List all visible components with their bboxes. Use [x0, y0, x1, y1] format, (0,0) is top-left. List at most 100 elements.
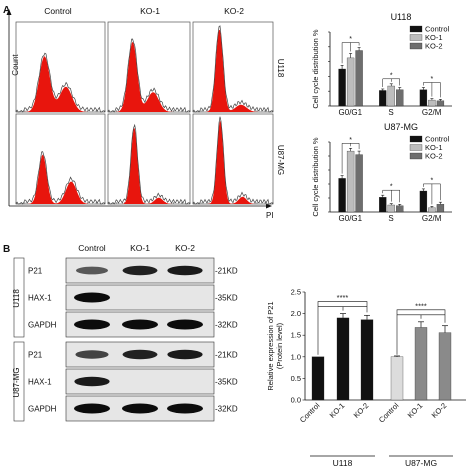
flow-histogram-grid [15, 21, 274, 205]
legend-label: KO-1 [425, 143, 443, 152]
cell-cycle-chart-u118: U118 Cell cycle distribution % G0/G1 * S * G2/… [311, 12, 452, 117]
size-label: -21KD [215, 267, 238, 276]
bar [387, 85, 395, 107]
size-label: -21KD [215, 351, 238, 360]
x-tick-label: KO-1 [328, 401, 347, 420]
flow-histogram-outline [107, 123, 191, 205]
protein-label: HAX-1 [28, 378, 52, 387]
bar [436, 100, 445, 107]
panel-a-label: A [3, 5, 10, 16]
bar [396, 89, 404, 107]
flow-row-u118: U118 [276, 59, 285, 78]
significance-label: * [390, 184, 393, 191]
bar [336, 317, 350, 401]
legend-swatch [409, 152, 423, 160]
bar [396, 205, 404, 213]
wb-col-control: Control [78, 243, 106, 253]
x-tick-label: G0/G1 [339, 214, 363, 223]
flow-col-ko1: KO-1 [140, 6, 160, 16]
flow-col-ko2: KO-2 [224, 6, 244, 16]
size-label: -35KD [215, 294, 238, 303]
group-bracket [13, 341, 25, 422]
protein-band [122, 265, 158, 276]
bar [436, 204, 445, 213]
size-label: -35KD [215, 378, 238, 387]
protein-label: P21 [28, 351, 43, 360]
y-axis-label: Cell cycle distribution % [311, 137, 320, 217]
flow-histogram-frame [107, 113, 191, 205]
x-tick-label: S [388, 108, 393, 117]
group-label: U118 [333, 458, 353, 468]
panel-b-label: B [3, 244, 10, 255]
bar [379, 197, 387, 213]
protein-band [74, 376, 110, 387]
protein-band [75, 350, 109, 359]
protein-band [74, 403, 110, 414]
protein-band [74, 292, 110, 303]
x-tick-label: KO-2 [352, 401, 371, 420]
protein-band [167, 349, 203, 360]
bar [346, 150, 355, 213]
y-tick-label: 2.0 [291, 309, 301, 318]
x-tick-label: Control [377, 401, 401, 425]
significance-bracket [396, 309, 446, 355]
bar [428, 207, 436, 213]
bar [360, 319, 374, 401]
protein-label: GAPDH [28, 405, 57, 414]
protein-band [122, 349, 158, 360]
legend-swatch [409, 25, 423, 33]
y-tick-label: 0.0 [291, 396, 301, 405]
group-label: U87-MG [405, 458, 437, 468]
x-tick-label: G0/G1 [339, 108, 363, 117]
bar [311, 356, 325, 401]
significance-label: * [390, 72, 393, 79]
protein-band [167, 403, 203, 414]
bar [338, 178, 346, 213]
western-blot-rows: P21 -21KD HAX-1 -35KD GAPDH -32KD U118 P21 -21KD… [12, 257, 238, 422]
y-tick-label: 1.0 [291, 352, 301, 361]
legend-swatch [409, 144, 423, 151]
size-label: -32KD [215, 321, 238, 330]
wb-col-ko1: KO-1 [130, 243, 150, 253]
protein-band [122, 403, 158, 414]
significance-label: * [349, 36, 352, 43]
flow-histogram-outline [192, 25, 274, 113]
legend-label: KO-2 [425, 42, 443, 51]
significance-label: * [431, 177, 434, 184]
bar [428, 99, 436, 107]
bar [419, 89, 428, 107]
protein-label: GAPDH [28, 321, 57, 330]
legend-swatch [409, 42, 423, 50]
significance-label: * [349, 137, 352, 144]
legend-swatch [409, 34, 423, 41]
flow-histogram-fill [108, 128, 190, 204]
flow-histogram-outline [192, 116, 274, 205]
bar [414, 327, 428, 401]
bar [338, 68, 346, 107]
group-label: U87-MG [12, 367, 21, 397]
flow-histogram-frame [192, 113, 274, 205]
flow-row-u87mg: U87-MG [276, 145, 285, 175]
flow-histogram-fill [193, 29, 273, 113]
y-axis-label: (Protein level) [275, 322, 284, 369]
x-tick-label: KO-2 [430, 401, 449, 420]
protein-label: P21 [28, 267, 43, 276]
x-tick-label: KO-1 [406, 401, 425, 420]
y-tick-label: 2.5 [291, 288, 301, 297]
flow-histogram-fill [108, 41, 190, 112]
flow-y-arrowhead [6, 9, 12, 15]
chart-title: U118 [391, 12, 412, 22]
flow-x-axis-label: PI [266, 211, 274, 220]
protein-band [74, 319, 110, 330]
size-label: -32KD [215, 405, 238, 414]
y-axis-label: Cell cycle distribution % [311, 29, 320, 109]
legend-swatch [409, 135, 423, 143]
legend-label: KO-2 [425, 152, 443, 161]
y-axis-label: Relative expression of P21 [266, 301, 275, 390]
legend-label: Control [425, 25, 450, 34]
chart-title: U87-MG [384, 122, 418, 132]
significance-label: * [431, 76, 434, 83]
protein-band [122, 319, 158, 330]
bar [390, 356, 404, 401]
